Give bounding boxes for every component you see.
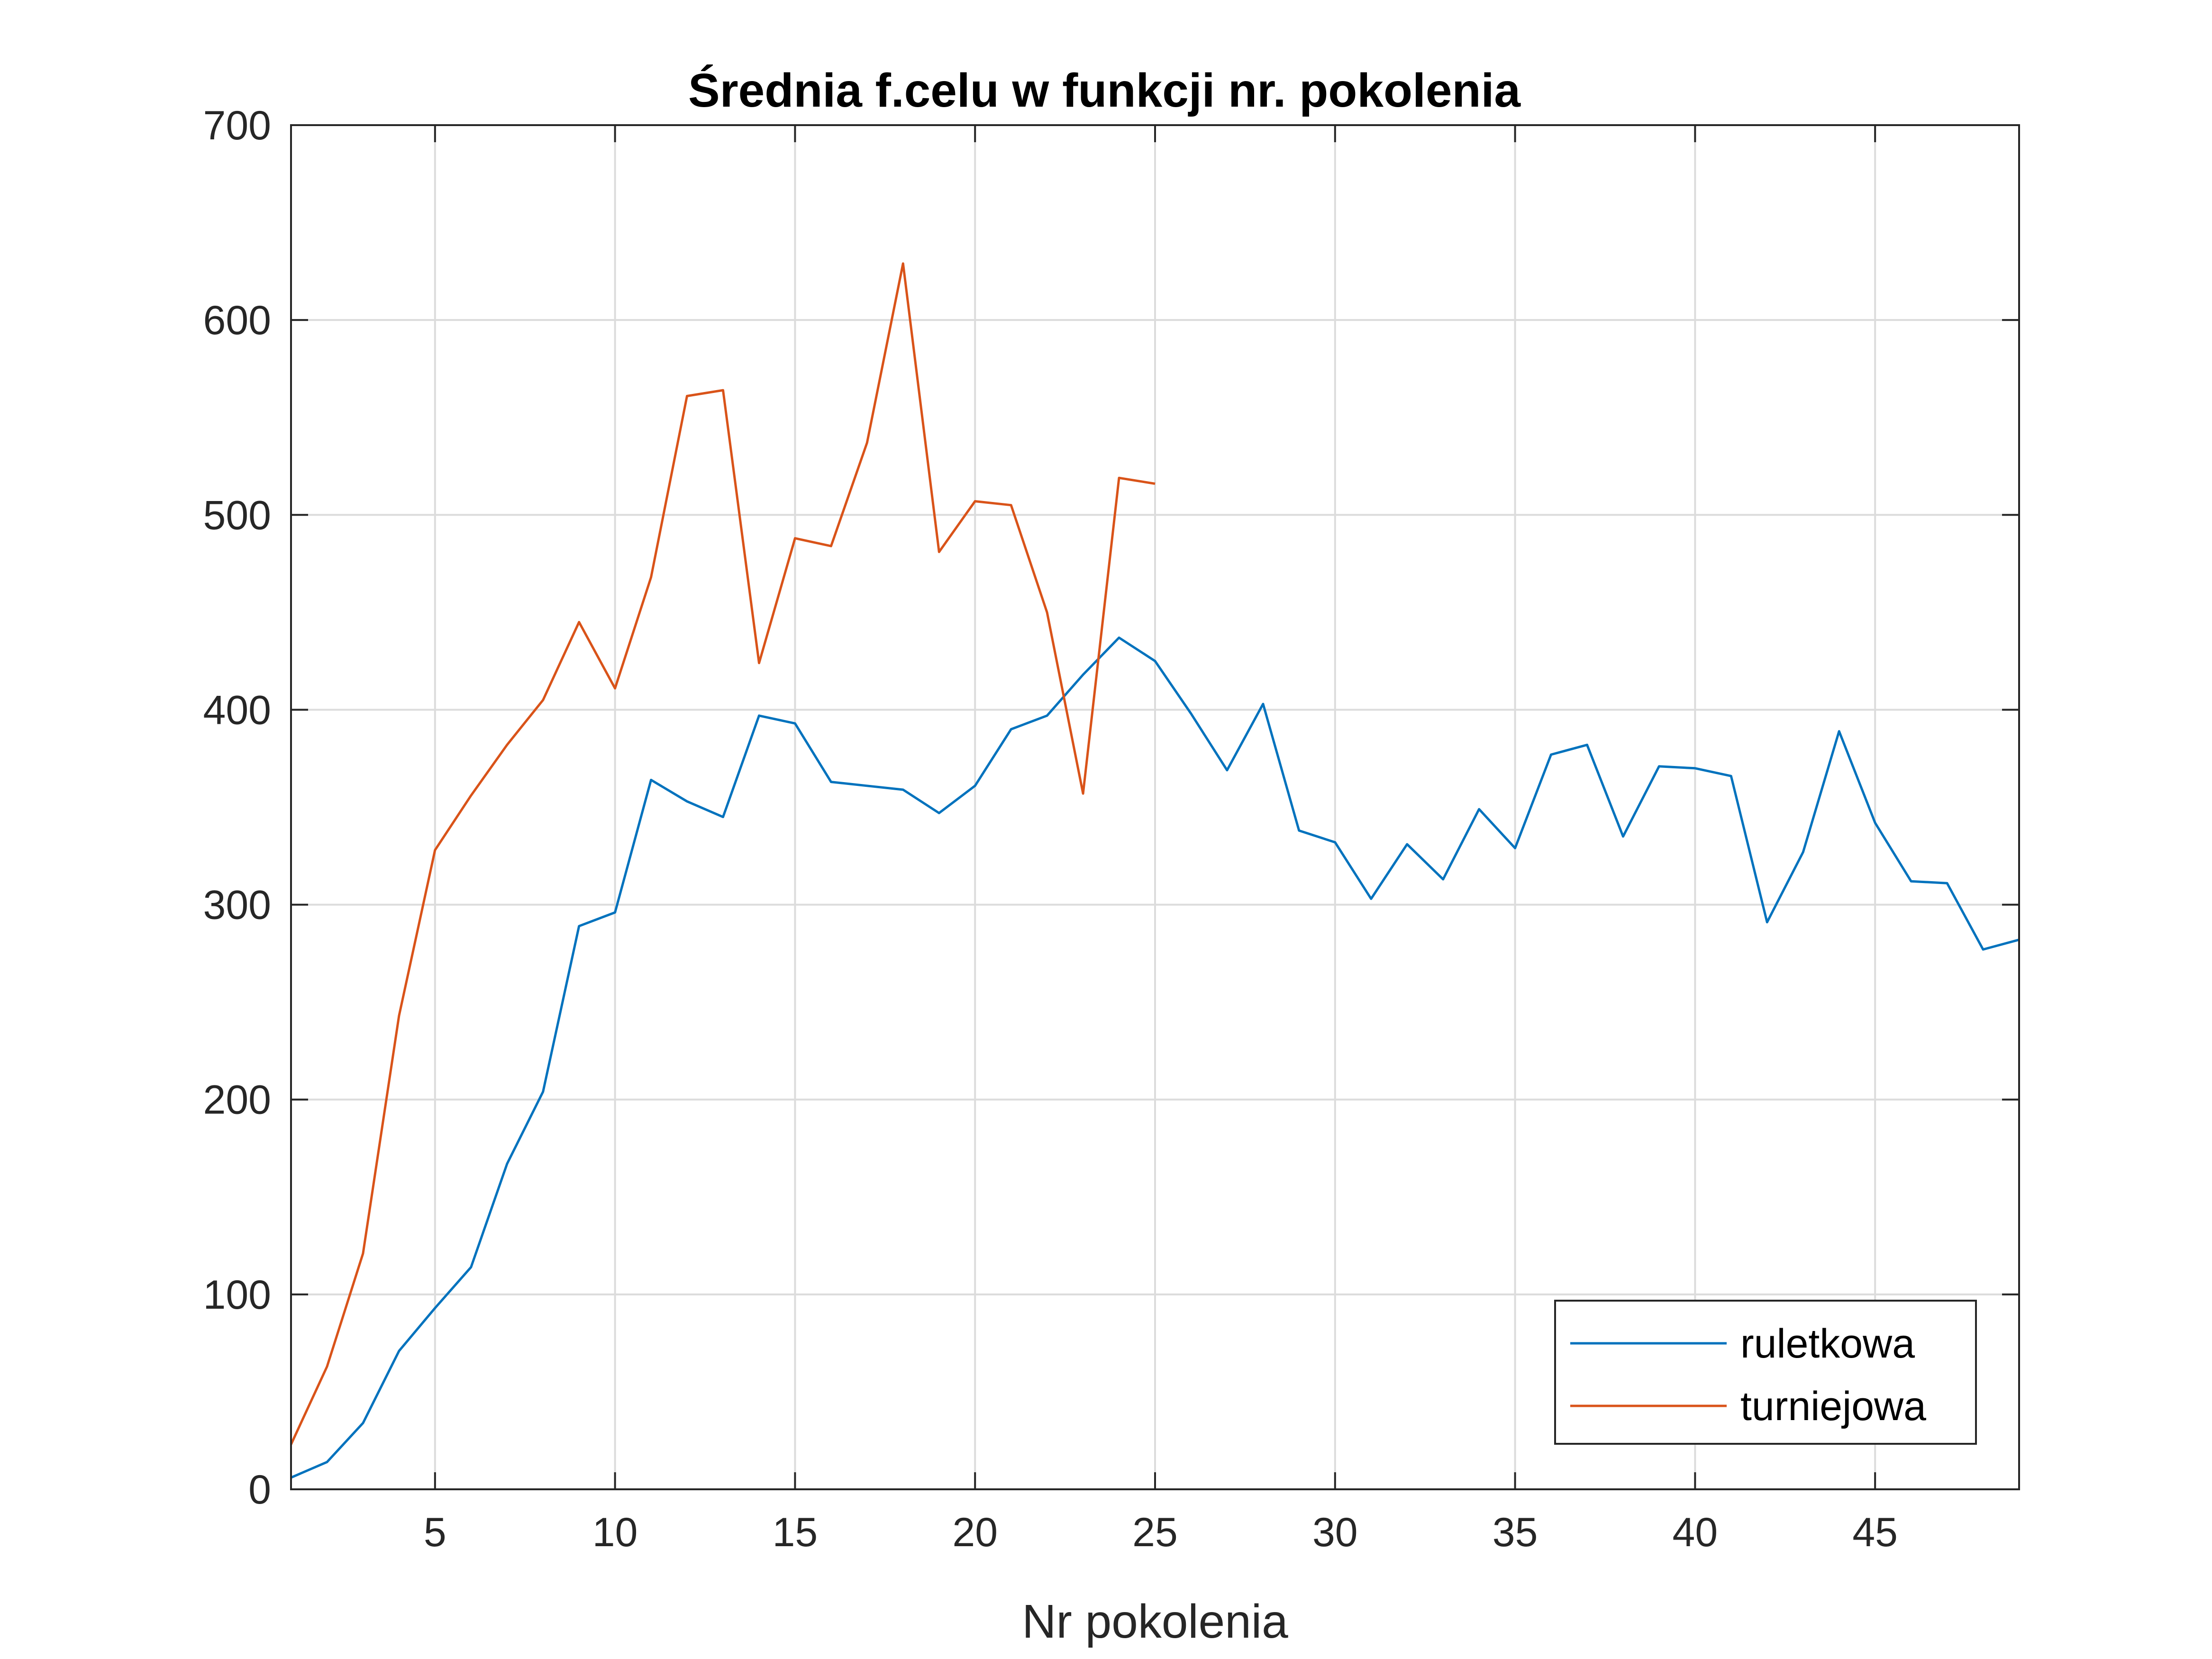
legend: ruletkowa turniejowa	[1554, 1300, 1977, 1445]
y-tick-label: 0	[248, 1467, 271, 1513]
x-tick-label: 25	[1132, 1510, 1178, 1555]
x-tick-label: 40	[1673, 1510, 1718, 1555]
x-axis-label: Nr pokolenia	[1022, 1595, 1288, 1648]
y-tick-label: 100	[203, 1272, 272, 1318]
x-tick-label: 30	[1312, 1510, 1358, 1555]
y-tick-label: 500	[203, 492, 272, 538]
x-tick-label: 35	[1493, 1510, 1538, 1555]
x-tick-label: 15	[773, 1510, 818, 1555]
legend-label-ruletkowa: ruletkowa	[1740, 1321, 1915, 1367]
x-tick-label: 20	[952, 1510, 998, 1555]
legend-label-turniejowa: turniejowa	[1740, 1384, 1926, 1429]
x-tick-label: 5	[424, 1510, 446, 1555]
y-tick-label: 200	[203, 1077, 272, 1123]
series-lines	[290, 262, 2020, 1479]
y-tick-label: 400	[203, 687, 272, 733]
series-line-turniejowa	[290, 262, 1156, 1445]
y-tick-label: 300	[203, 883, 272, 928]
x-tick-label: 45	[1852, 1510, 1898, 1555]
y-tick-label: 700	[203, 103, 272, 148]
legend-box	[1554, 1300, 1977, 1445]
y-tick-label: 600	[203, 298, 272, 343]
chart-title: Średnia f.celu w funkcji nr. pokolenia	[688, 64, 1521, 117]
x-tick-label: 10	[592, 1510, 638, 1555]
series-line-ruletkowa	[291, 636, 2020, 1479]
axis-ticks: 5 10 15 20 25 30 35 40 45 0 100 200 300 400 500 600 700	[203, 103, 2019, 1555]
